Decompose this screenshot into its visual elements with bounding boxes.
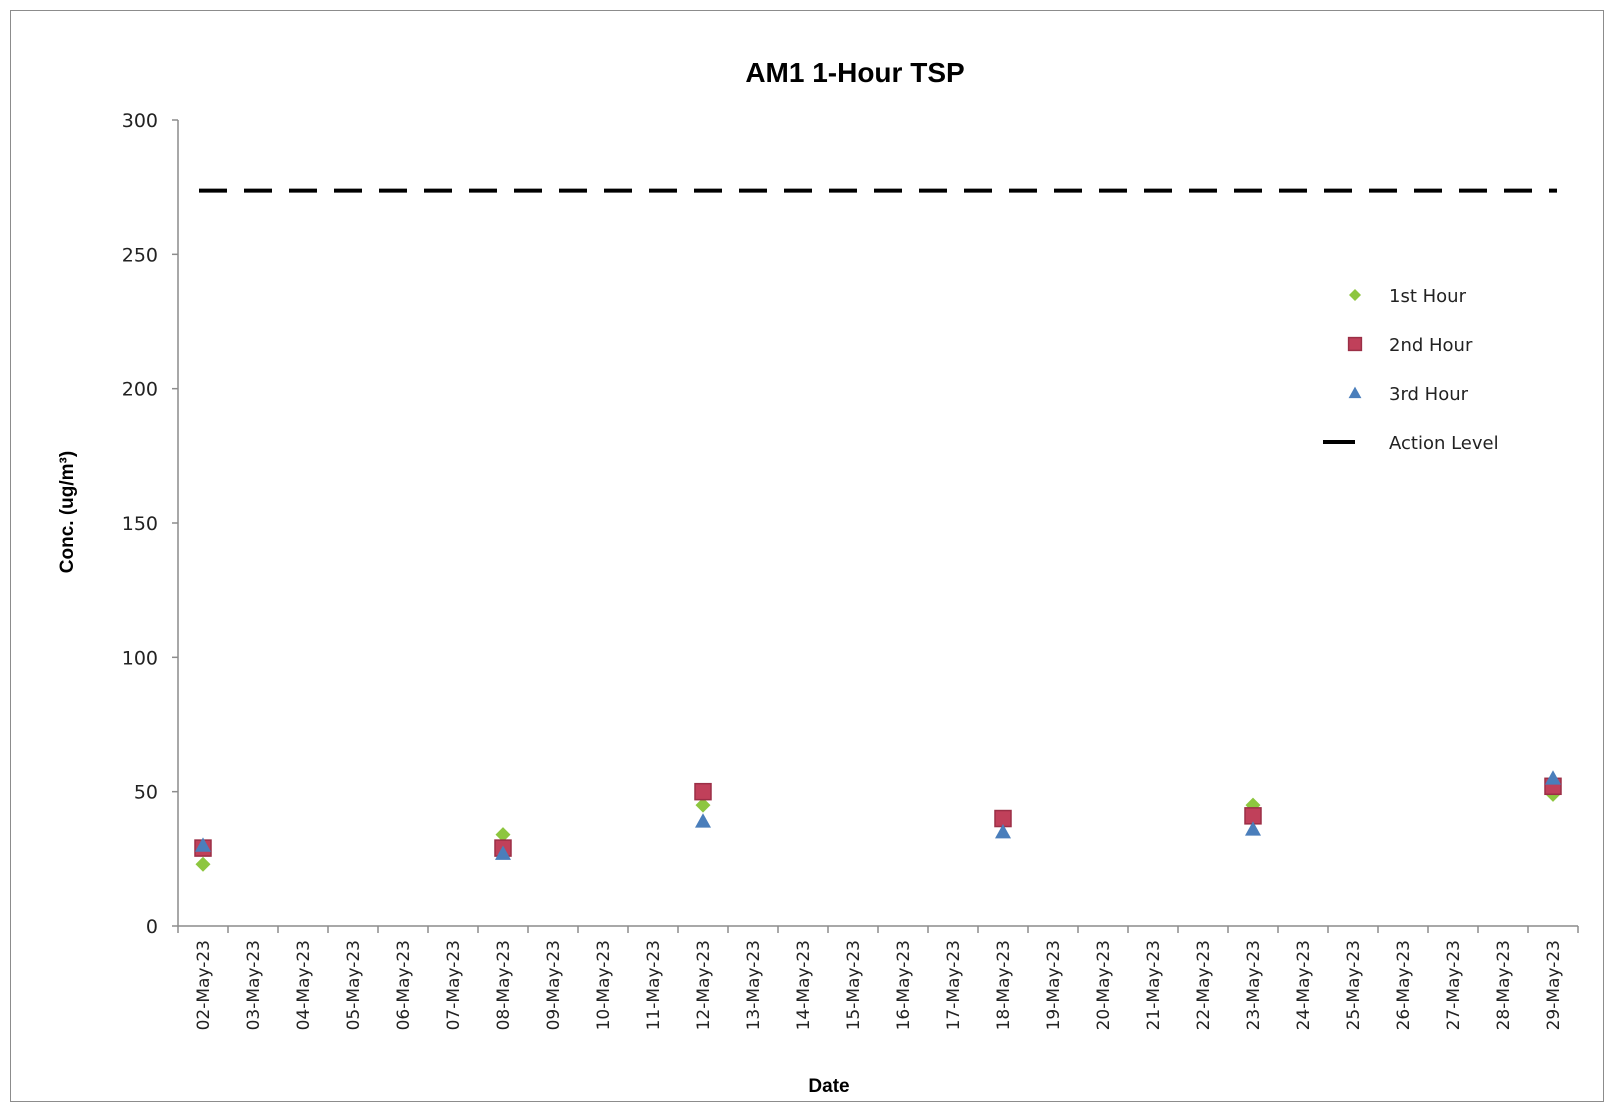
y-axis-title: Conc. (ug/m³) bbox=[57, 451, 78, 573]
legend-1st-hour-swatch bbox=[1349, 289, 1361, 301]
x-tick-label: 24-May-23 bbox=[1294, 940, 1314, 1030]
x-tick-label: 16-May-23 bbox=[894, 940, 914, 1030]
x-tick-label: 26-May-23 bbox=[1394, 940, 1414, 1030]
1st-hour-point bbox=[695, 797, 711, 813]
x-tick-label: 14-May-23 bbox=[794, 940, 814, 1030]
y-tick-label: 50 bbox=[134, 782, 158, 804]
legend-3rd-hour-swatch bbox=[1348, 386, 1362, 399]
y-tick-label: 250 bbox=[122, 244, 158, 266]
x-tick-label: 28-May-23 bbox=[1494, 940, 1514, 1030]
x-tick-label: 29-May-23 bbox=[1544, 940, 1564, 1030]
3rd-hour-point bbox=[695, 813, 711, 828]
1st-hour-point bbox=[195, 856, 211, 872]
x-tick-label: 06-May-23 bbox=[394, 940, 414, 1030]
x-tick-label: 04-May-23 bbox=[294, 940, 314, 1030]
3rd-hour-point bbox=[195, 837, 211, 852]
x-tick-label: 23-May-23 bbox=[1244, 940, 1264, 1030]
plot-area: 0 50 100 150 200 250 300 02-May-23 03-May-23 04-M… bbox=[122, 110, 1579, 1030]
legend-1st-hour-label: 1st Hour bbox=[1389, 286, 1467, 307]
x-tick-label: 15-May-23 bbox=[844, 940, 864, 1030]
1st-hour-point bbox=[495, 827, 511, 843]
y-tick-label: 0 bbox=[146, 916, 158, 938]
x-tick-label: 02-May-23 bbox=[194, 940, 214, 1030]
x-tick-label: 12-May-23 bbox=[694, 940, 714, 1030]
x-tick-label: 20-May-23 bbox=[1094, 940, 1114, 1030]
x-tick-label: 21-May-23 bbox=[1144, 940, 1164, 1030]
chart-title: AM1 1-Hour TSP bbox=[745, 57, 964, 88]
legend-2nd-hour-swatch bbox=[1347, 336, 1363, 352]
x-tick-label: 27-May-23 bbox=[1444, 940, 1464, 1030]
x-tick-label: 10-May-23 bbox=[594, 940, 614, 1030]
legend: 1st Hour 2nd Hour 3rd Hour Action Level bbox=[1323, 286, 1499, 454]
x-tick-label: 19-May-23 bbox=[1044, 940, 1064, 1030]
x-tick-label: 17-May-23 bbox=[944, 940, 964, 1030]
x-tick-label: 13-May-23 bbox=[744, 940, 764, 1030]
x-tick-label: 08-May-23 bbox=[494, 940, 514, 1030]
x-tick-label: 11-May-23 bbox=[644, 940, 664, 1030]
x-tick-label: 07-May-23 bbox=[444, 940, 464, 1030]
3rd-hour-point bbox=[495, 845, 511, 860]
3rd-hour-point bbox=[995, 823, 1011, 839]
3rd-hour-point bbox=[1545, 770, 1561, 785]
y-tick-label: 300 bbox=[122, 110, 158, 132]
x-axis-title: Date bbox=[808, 1076, 849, 1097]
y-tick-label: 150 bbox=[122, 513, 158, 535]
legend-3rd-hour-label: 3rd Hour bbox=[1389, 384, 1469, 405]
x-tick-label: 25-May-23 bbox=[1344, 940, 1364, 1030]
y-tick-label: 200 bbox=[122, 379, 158, 401]
x-tick-label: 22-May-23 bbox=[1194, 940, 1214, 1030]
x-tick-label: 03-May-23 bbox=[244, 940, 264, 1030]
y-tick-label: 100 bbox=[122, 647, 158, 669]
x-tick-label: 18-May-23 bbox=[994, 940, 1014, 1030]
legend-action-level-label: Action Level bbox=[1389, 433, 1499, 454]
3rd-hour-point bbox=[1245, 821, 1261, 836]
legend-2nd-hour-label: 2nd Hour bbox=[1389, 335, 1473, 356]
x-tick-label: 09-May-23 bbox=[544, 940, 564, 1030]
x-tick-label: 05-May-23 bbox=[344, 940, 364, 1030]
2nd-hour-point bbox=[694, 782, 712, 801]
